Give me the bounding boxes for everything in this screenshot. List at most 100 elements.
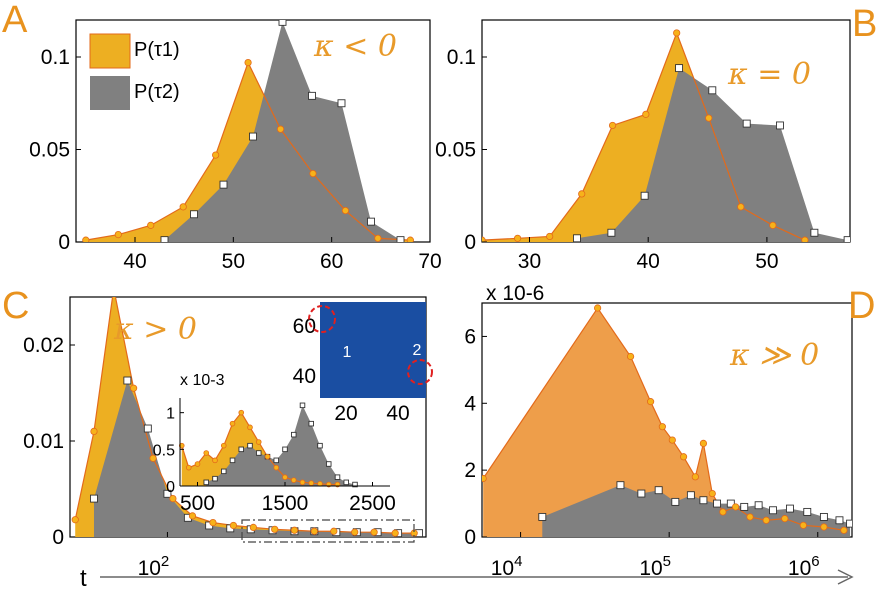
- panel-c-plot: [71, 297, 424, 537]
- panel-letter-b: B: [852, 3, 877, 45]
- panel-b-tau1-marker: [642, 110, 650, 118]
- inset-tau2-marker: [256, 450, 262, 456]
- inset-tau1-area: [181, 412, 338, 486]
- panel-b-xtick-label: 30: [518, 250, 541, 273]
- panel-letter-d: D: [848, 285, 875, 327]
- map-inset-circle-2: [407, 359, 433, 385]
- panel-a-tau2-marker: [367, 217, 375, 226]
- panel-c-tau1-marker: [169, 494, 177, 503]
- time-axis-label: t: [80, 565, 87, 590]
- inset-tau1-marker: [185, 464, 192, 471]
- inset-tau2-marker: [282, 446, 288, 453]
- inset-tau2-marker: [203, 479, 209, 486]
- inset-tau2-marker: [247, 442, 253, 449]
- panel-a-tau2-marker: [190, 210, 198, 219]
- inset-tau2-marker: [212, 475, 218, 482]
- panel-a-xtick-label: 40: [123, 250, 146, 273]
- panel-d-xtick-label: 106: [788, 553, 820, 580]
- panel-a-tau1-marker: [82, 236, 90, 242]
- panel-b-xtick-label: 40: [637, 250, 660, 273]
- inset-tau1-marker: [178, 442, 185, 449]
- panel-d-tau2-marker: [769, 506, 777, 515]
- panel-c-zoom-box: [241, 519, 415, 543]
- panel-a-tau1-marker: [212, 151, 220, 159]
- panel-d-tau2-marker: [803, 507, 812, 516]
- map-inset-ytick-label: 60: [293, 315, 316, 338]
- time-axis-arrow-head: [837, 569, 854, 585]
- panel-c-tau1-marker: [249, 523, 257, 532]
- panel-a-ytick-label: 0.05: [29, 139, 70, 162]
- inset-tau2-marker: [299, 402, 306, 409]
- panel-c-tau2-marker: [163, 489, 172, 498]
- inset-multiplier: x 10-3: [180, 372, 225, 389]
- panel-d-tau1-marker: [658, 423, 666, 431]
- panel-d-tau2-marker: [740, 502, 749, 511]
- panel-d-tau1-marker: [781, 515, 789, 523]
- annotation-kappa-much-greater: κ ≫ 0: [729, 338, 819, 373]
- inset-tau1-marker: [203, 450, 210, 456]
- panel-c-ytick-label: 0.02: [23, 334, 64, 357]
- panel-b-tau2-marker: [742, 119, 751, 128]
- inset-tau2-marker: [308, 420, 315, 427]
- legend-label-tau1: P(τ1): [134, 39, 180, 61]
- panel-a-xtick-label: 50: [222, 250, 245, 273]
- inset-tau1-marker: [238, 409, 245, 416]
- annotation-kappa-positive: κ > 0: [113, 312, 197, 347]
- panel-b-plot: [482, 29, 850, 242]
- panel-b-tau1-marker: [705, 114, 713, 122]
- panel-c-tau1-marker: [90, 427, 98, 435]
- inset-ytick-label: 0.5: [153, 442, 175, 459]
- panel-d-plot: [482, 304, 852, 537]
- map-inset-ytick-label: 40: [293, 365, 316, 388]
- inset-ytick-label: 0: [166, 479, 175, 496]
- annotation-kappa-negative: κ < 0: [313, 29, 397, 64]
- panel-d-tau2-marker: [538, 512, 547, 521]
- panel-d-tau2-marker: [686, 491, 695, 500]
- inset-tau2-marker: [326, 461, 332, 467]
- annotation-kappa-zero: κ = 0: [727, 57, 811, 92]
- panel-c-tau2-area: [93, 380, 420, 537]
- panel-a-tau1-marker: [147, 221, 155, 229]
- panel-a-tau1-marker: [276, 125, 285, 133]
- panel-c-tau2-marker: [123, 376, 132, 385]
- map-inset-xtick-label: 20: [334, 402, 357, 425]
- panel-d-tau2-area: [542, 485, 851, 537]
- panel-a-tau2-marker: [337, 99, 346, 108]
- panel-d-ytick-label: 2: [464, 459, 476, 482]
- inset-tau2-marker: [220, 468, 227, 475]
- panel-d-tau1-marker: [762, 516, 770, 524]
- panel-c-ytick-label: 0.01: [23, 430, 64, 453]
- panel-c-tau1-marker: [149, 454, 157, 462]
- legend-swatch-tau1: [89, 33, 131, 69]
- panel-b-tau1-marker: [514, 234, 522, 242]
- inset-tau1-marker: [308, 480, 315, 486]
- panel-b-ytick-label: 0: [464, 231, 476, 254]
- panel-d-tau1-marker: [679, 453, 688, 461]
- panel-letter-c: C: [2, 285, 29, 327]
- panel-b-tau1-marker: [482, 236, 486, 242]
- panel-d-ytick-label: 4: [464, 392, 476, 415]
- panel-b-tau2-marker: [708, 86, 717, 95]
- panel-b-tau1-marker: [801, 236, 809, 242]
- panel-d-tau2-marker: [654, 486, 663, 495]
- panel-d-tau1-marker: [799, 521, 807, 529]
- panel-c-tau1-marker: [71, 516, 79, 524]
- panel-b-tau1-marker: [578, 190, 586, 198]
- legend: P(τ1) P(τ2): [89, 33, 180, 110]
- panel-a-ytick-label: 0.1: [41, 46, 70, 69]
- panel-d-tau2-marker: [713, 499, 721, 508]
- inset-tau2-marker: [229, 457, 236, 464]
- panel-d-tau1-marker: [708, 489, 716, 498]
- panel-b-tau1-marker: [769, 221, 777, 229]
- panel-a-tau2-marker: [249, 132, 257, 141]
- panel-d-tau1-marker: [699, 439, 708, 447]
- panel-b-tau1-marker: [673, 29, 681, 37]
- panel-d-xtick-label: 105: [639, 553, 671, 580]
- panel-b-tau2-marker: [640, 191, 649, 200]
- inset-tau1-marker: [273, 464, 280, 471]
- panel-a-tau2-marker: [160, 236, 169, 242]
- panel-letter-a: A: [2, 0, 28, 41]
- panel-a-tau1-marker: [179, 203, 187, 211]
- panel-c-ytick-label: 0: [52, 526, 64, 549]
